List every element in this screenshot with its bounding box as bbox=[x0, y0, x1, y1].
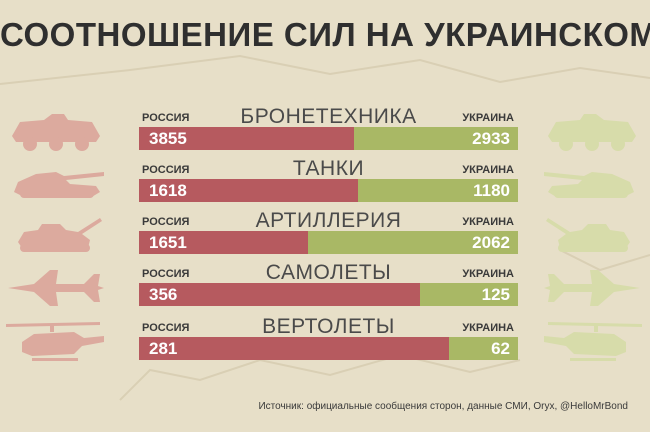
legend-ukraine-label: УКРАИНА bbox=[462, 216, 514, 228]
chart-row: ТАНКИ РОССИЯ УКРАИНА 1618 1180 bbox=[139, 155, 518, 205]
artillery-icon bbox=[540, 212, 644, 258]
legend-ukraine-label: УКРАИНА bbox=[462, 268, 514, 280]
value-russia: 1651 bbox=[149, 233, 187, 252]
helicopter-icon bbox=[540, 318, 644, 364]
category-label: ТАНКИ bbox=[292, 157, 365, 180]
bar-russia bbox=[139, 179, 359, 202]
value-russia: 1618 bbox=[149, 181, 187, 200]
legend-ukraine-label: УКРАИНА bbox=[462, 112, 514, 124]
bar-russia bbox=[139, 127, 355, 150]
tank-icon bbox=[540, 160, 644, 206]
value-ukraine: 1180 bbox=[473, 181, 510, 200]
value-ukraine: 125 bbox=[481, 285, 510, 304]
value-russia: 3855 bbox=[149, 129, 187, 148]
bar-ukraine: 1618 1180 bbox=[139, 179, 518, 202]
legend-russia-label: РОССИЯ bbox=[142, 268, 190, 280]
legend-russia-label: РОССИЯ bbox=[142, 112, 190, 124]
apc-icon bbox=[540, 108, 644, 154]
legend-ukraine-label: УКРАИНА bbox=[462, 164, 514, 176]
chart-row: ВЕРТОЛЕТЫ РОССИЯ УКРАИНА 281 62 bbox=[139, 313, 518, 363]
category-label: АРТИЛЛЕРИЯ bbox=[255, 209, 402, 232]
apc-icon bbox=[4, 108, 108, 154]
bar-ukraine: 281 62 bbox=[139, 337, 518, 360]
category-label: САМОЛЕТЫ bbox=[265, 261, 392, 284]
helicopter-icon bbox=[4, 318, 108, 364]
legend-russia-label: РОССИЯ bbox=[142, 216, 190, 228]
chart-row: САМОЛЕТЫ РОССИЯ УКРАИНА 356 125 bbox=[139, 259, 518, 309]
legend-ukraine-label: УКРАИНА bbox=[462, 322, 514, 334]
chart-title: СООТНОШЕНИЕ СИЛ НА УКРАИНСКОМ ТВД bbox=[0, 16, 650, 53]
category-label: ВЕРТОЛЕТЫ bbox=[262, 315, 395, 338]
bar-ukraine: 1651 2062 bbox=[139, 231, 518, 254]
value-ukraine: 62 bbox=[491, 339, 510, 358]
jet-icon bbox=[540, 264, 644, 310]
source-note: Источник: официальные сообщения сторон, … bbox=[258, 401, 628, 412]
chart-row: АРТИЛЛЕРИЯ РОССИЯ УКРАИНА 1651 2062 bbox=[139, 207, 518, 257]
chart-row: БРОНЕТЕХНИКА РОССИЯ УКРАИНА 3855 2933 bbox=[139, 103, 518, 153]
bar-ukraine: 356 125 bbox=[139, 283, 518, 306]
bar-ukraine: 3855 2933 bbox=[139, 127, 518, 150]
category-label: БРОНЕТЕХНИКА bbox=[240, 105, 417, 128]
legend-russia-label: РОССИЯ bbox=[142, 322, 190, 334]
value-ukraine: 2062 bbox=[472, 233, 510, 252]
bar-russia bbox=[139, 231, 308, 254]
value-russia: 356 bbox=[149, 285, 178, 304]
artillery-icon bbox=[4, 212, 108, 258]
tank-icon bbox=[4, 160, 108, 206]
value-russia: 281 bbox=[149, 339, 178, 358]
bar-russia bbox=[139, 283, 420, 306]
jet-icon bbox=[4, 264, 108, 310]
legend-russia-label: РОССИЯ bbox=[142, 164, 190, 176]
bar-russia bbox=[139, 337, 450, 360]
value-ukraine: 2933 bbox=[472, 129, 510, 148]
